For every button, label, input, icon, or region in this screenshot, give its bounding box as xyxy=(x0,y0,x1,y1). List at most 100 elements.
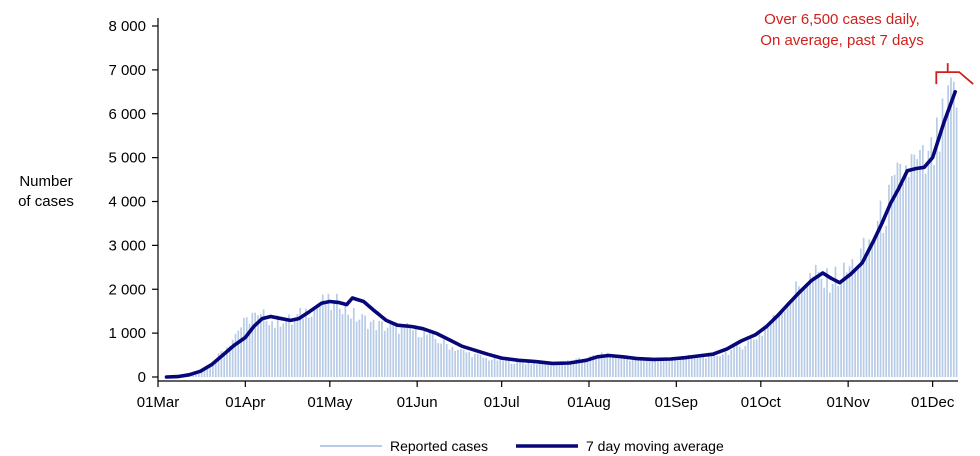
reported-cases-bar xyxy=(555,363,558,377)
reported-cases-bar xyxy=(789,302,792,377)
reported-cases-bar xyxy=(248,323,251,377)
reported-cases-bar xyxy=(403,323,406,377)
reported-cases-bar xyxy=(527,362,530,377)
reported-cases-bar xyxy=(516,360,518,377)
reported-cases-bar xyxy=(955,107,958,377)
reported-cases-bar xyxy=(389,323,392,377)
reported-cases-bar xyxy=(702,355,704,377)
reported-cases-bar xyxy=(831,284,834,377)
reported-cases-bar xyxy=(730,349,733,377)
reported-cases-bar xyxy=(899,164,902,377)
reported-cases-bar xyxy=(268,325,271,377)
y-tick-label: 5 000 xyxy=(108,150,146,167)
reported-cases-bar xyxy=(395,322,397,377)
reported-cases-bar xyxy=(665,360,668,377)
reported-cases-bar xyxy=(347,314,349,377)
reported-cases-bar xyxy=(741,349,744,377)
reported-cases-bar xyxy=(598,357,600,377)
y-axis-title-line-2: of cases xyxy=(18,193,74,210)
reported-cases-bar xyxy=(223,351,226,377)
reported-cases-bar xyxy=(392,323,395,377)
reported-cases-bar xyxy=(798,286,800,377)
reported-cases-bar xyxy=(499,357,502,377)
reported-cases-bar xyxy=(226,347,228,377)
reported-cases-bar xyxy=(440,343,442,377)
reported-cases-bar xyxy=(485,357,488,377)
reported-cases-bar xyxy=(293,318,296,377)
reported-cases-bar xyxy=(645,358,648,377)
reported-cases-bar xyxy=(724,351,727,377)
reported-cases-bar xyxy=(896,162,899,377)
reported-cases-bar xyxy=(859,248,862,377)
reported-cases-bar xyxy=(490,359,493,377)
reported-cases-bar xyxy=(719,356,721,377)
reported-cases-bar xyxy=(195,374,197,377)
reported-cases-bar xyxy=(707,352,710,377)
reported-cases-bar xyxy=(952,81,955,377)
reported-cases-bar xyxy=(459,349,462,377)
reported-cases-bar xyxy=(659,360,662,377)
x-tick-label: 01Jun xyxy=(397,394,438,411)
reported-cases-bar xyxy=(606,352,609,377)
reported-cases-bar xyxy=(296,314,299,377)
reported-cases-bar xyxy=(282,323,285,377)
reported-cases-bar xyxy=(310,316,313,377)
reported-cases-bar xyxy=(885,225,888,377)
x-tick-label: 01May xyxy=(307,394,353,411)
reported-cases-bar xyxy=(206,368,209,377)
reported-cases-bar xyxy=(671,358,673,377)
reported-cases-bar xyxy=(614,356,617,377)
reported-cases-bar xyxy=(938,151,941,377)
reported-cases-bar xyxy=(688,354,690,377)
reported-cases-bar xyxy=(828,292,831,377)
reported-cases-bar xyxy=(744,345,747,377)
reported-cases-bar xyxy=(530,364,533,377)
reported-cases-bar xyxy=(913,154,916,377)
reported-cases-bar xyxy=(234,333,237,377)
annotation-line-2: On average, past 7 days xyxy=(760,32,923,49)
reported-cases-bar xyxy=(400,325,403,377)
reported-cases-bar xyxy=(589,355,592,377)
reported-cases-bar xyxy=(471,357,473,377)
reported-cases-bar xyxy=(536,364,538,377)
x-tick-label: 01Apr xyxy=(225,394,265,411)
reported-cases-bar xyxy=(443,339,445,377)
reported-cases-bar xyxy=(336,293,338,377)
reported-cases-bar xyxy=(674,359,676,377)
y-tick-label: 4 000 xyxy=(108,194,146,211)
reported-cases-bar xyxy=(569,360,572,377)
reported-cases-bar xyxy=(840,280,842,377)
reported-cases-bar xyxy=(820,278,823,377)
reported-cases-bar xyxy=(285,319,288,377)
reported-cases-bar xyxy=(533,362,535,377)
reported-cases-bar xyxy=(910,154,913,377)
reported-cases-bar xyxy=(245,317,248,377)
reported-cases-bar xyxy=(355,321,358,377)
reported-cases-bar xyxy=(826,268,828,377)
reported-cases-bar xyxy=(468,352,471,377)
reported-cases-bar xyxy=(696,354,699,377)
reported-cases-bar xyxy=(474,353,476,377)
reported-cases-bar xyxy=(693,356,696,377)
reported-cases-bar xyxy=(550,364,552,377)
reported-cases-bar xyxy=(705,358,707,377)
reported-cases-bar xyxy=(690,356,693,377)
reported-cases-bar xyxy=(476,353,479,377)
y-axis-ticks: 0 1 000 2 000 3 000 4 000 5 000 6 000 7 000 8 00… xyxy=(108,18,158,386)
reported-cases-bar xyxy=(947,85,949,377)
reported-cases-bar xyxy=(203,370,206,377)
y-tick-label: 1 000 xyxy=(108,325,146,342)
moving-average-line xyxy=(164,90,957,379)
reported-cases-bar xyxy=(581,359,583,377)
reported-cases-bar xyxy=(254,312,257,377)
reported-cases-bar xyxy=(631,358,634,377)
reported-cases-bar xyxy=(575,358,578,377)
reported-cases-bar xyxy=(609,356,611,377)
reported-cases-bar xyxy=(933,165,935,377)
reported-cases-bar xyxy=(209,364,211,377)
reported-cases-bar xyxy=(428,331,431,377)
reported-cases-bar xyxy=(361,314,364,377)
reported-cases-bar xyxy=(848,266,851,377)
reported-cases-bar xyxy=(544,363,547,377)
